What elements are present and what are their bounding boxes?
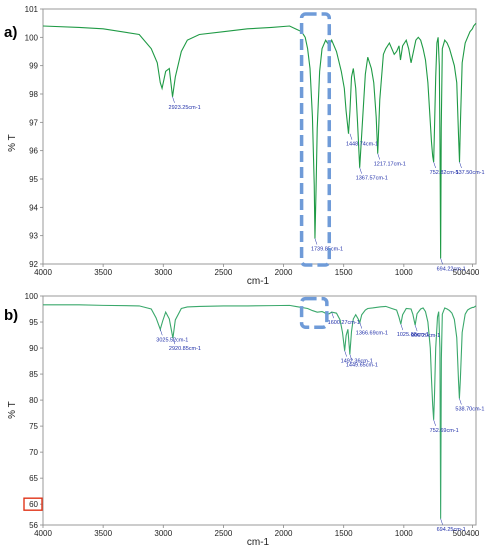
x-tick-label: 3000 — [154, 268, 172, 277]
panel-b-x-axis-label: cm-1 — [247, 537, 270, 548]
panel-b-label: b) — [4, 307, 18, 324]
y-tick-label: 97 — [29, 118, 38, 127]
peak-leader-line — [459, 161, 462, 169]
y-tick-label: 98 — [29, 90, 38, 99]
panel-a-plot-frame — [42, 8, 477, 265]
peak-leader-line — [400, 324, 404, 331]
peak-leader-line — [359, 322, 363, 329]
peak-label: 752.69cm-1 — [430, 428, 459, 434]
y-tick-label: 75 — [29, 422, 38, 431]
y-tick-label: 101 — [25, 5, 39, 14]
panel-a-y-axis-label: % T — [7, 134, 18, 152]
peak-label: 1217.17cm-1 — [374, 162, 406, 168]
y-tick-label: 85 — [29, 370, 38, 379]
peak-label: 906.20cm-1 — [411, 333, 440, 339]
y-tick-label: 56 — [29, 521, 38, 530]
y-tick-label: 93 — [29, 232, 38, 241]
panel-a-label: a) — [4, 24, 17, 41]
panel-b: b) 100 95 90 85 80 75 70 65 60 56 4000 3500 3000 250… — [4, 292, 484, 548]
peak-label: 1366.69cm-1 — [356, 331, 388, 337]
x-tick-label: 3000 — [154, 529, 172, 538]
peak-label: 694.22cm-1 — [437, 266, 466, 272]
y-tick-label: 95 — [29, 318, 38, 327]
x-tick-label: 2000 — [275, 268, 293, 277]
y-tick-label: 65 — [29, 474, 38, 483]
peak-leader-line — [349, 354, 353, 361]
peak-label: 1739.85cm-1 — [311, 247, 343, 253]
y-tick-label: 100 — [25, 292, 39, 301]
peak-label: 1600.27cm-1 — [328, 320, 360, 326]
peak-leader-line — [414, 325, 418, 332]
peak-leader-line — [440, 258, 443, 265]
x-tick-label: 1500 — [335, 268, 353, 277]
peak-label: 752.82cm-1 — [430, 170, 459, 176]
peak-leader-line — [440, 518, 443, 525]
y-tick-label: 94 — [29, 203, 38, 212]
y-tick-label: 100 — [25, 33, 39, 42]
x-tick-label: 2500 — [215, 268, 233, 277]
x-tick-label: 1500 — [335, 529, 353, 538]
panel-b-plot-frame — [42, 295, 477, 526]
x-tick-label: 4000 — [34, 529, 52, 538]
peak-label: 3025.52cm-1 — [156, 337, 188, 343]
peak-label: 1367.57cm-1 — [356, 176, 388, 182]
peak-leader-line — [459, 398, 462, 405]
panel-b-peak-labels: 3025.52cm-1 2920.85cm-1 1600.27cm-1 1366.69… — [156, 312, 484, 533]
y-tick-label: 99 — [29, 62, 38, 71]
panel-b-x-ticks: 4000 3500 3000 2500 2000 1500 1000 500400 — [34, 525, 480, 538]
x-tick-label: 500400 — [453, 529, 480, 538]
y-tick-label: 90 — [29, 344, 38, 353]
x-tick-label: 4000 — [34, 268, 52, 277]
x-tick-label: 2500 — [215, 529, 233, 538]
peak-leader-line — [160, 329, 163, 336]
peak-label: 694.25cm-1 — [437, 527, 466, 533]
y-tick-label: 95 — [29, 175, 38, 184]
peak-label: 1492.36cm-1 — [341, 359, 373, 365]
peak-label: 2923.25cm-1 — [169, 105, 201, 111]
x-tick-label: 3500 — [94, 529, 112, 538]
x-tick-label: 1000 — [395, 268, 413, 277]
peak-label: 1448.74cm-1 — [346, 142, 378, 148]
peak-leader-line — [331, 312, 334, 319]
y-tick-label: 60 — [29, 500, 38, 509]
y-tick-label: 96 — [29, 147, 38, 156]
panel-a-spectrum-line — [42, 22, 477, 259]
peak-label: 1449.65cm-1 — [346, 362, 378, 368]
peak-leader-line — [314, 238, 318, 245]
panel-b-y-ticks: 100 95 90 85 80 75 70 65 60 56 — [25, 292, 43, 530]
y-tick-label: 92 — [29, 260, 38, 269]
x-tick-label: 500400 — [453, 268, 480, 277]
x-tick-label: 1000 — [395, 529, 413, 538]
panel-b-spectrum-line — [43, 304, 477, 519]
panel-b-highlight-box — [299, 296, 329, 329]
peak-leader-line — [433, 161, 436, 169]
panel-a-x-ticks: 4000 3500 3000 2500 2000 1500 1000 500400 — [34, 264, 480, 277]
panel-a-peak-labels: 2923.25cm-1 1739.85cm-1 1448.74cm-1 1367.57… — [169, 96, 485, 272]
peak-leader-line — [359, 167, 362, 174]
y-tick-label: 70 — [29, 448, 38, 457]
peak-leader-line — [172, 96, 175, 103]
panel-b-y-axis-label: % T — [7, 401, 18, 419]
panel-b-tick-marker-box — [23, 497, 43, 511]
peak-leader-line — [433, 419, 436, 426]
peak-label: 538.70cm-1 — [455, 407, 484, 413]
peak-leader-line — [172, 338, 176, 345]
x-tick-label: 3500 — [94, 268, 112, 277]
peak-leader-line — [349, 133, 353, 140]
panel-a-highlight-box — [299, 12, 332, 267]
panel-a: a) 101 100 99 98 97 96 95 94 93 92 4000 3500 3000 25… — [4, 5, 485, 287]
peak-label: 537.50cm-1 — [456, 170, 485, 176]
peak-leader-line — [377, 153, 380, 160]
y-tick-label: 80 — [29, 396, 38, 405]
x-tick-label: 2000 — [275, 529, 293, 538]
peak-label: 1025.88cm-1 — [397, 332, 429, 338]
panel-a-x-axis-label: cm-1 — [247, 276, 270, 287]
panel-a-y-ticks: 101 100 99 98 97 96 95 94 93 92 — [25, 5, 43, 269]
peak-leader-line — [344, 350, 347, 357]
peak-label: 2920.85cm-1 — [169, 346, 201, 352]
